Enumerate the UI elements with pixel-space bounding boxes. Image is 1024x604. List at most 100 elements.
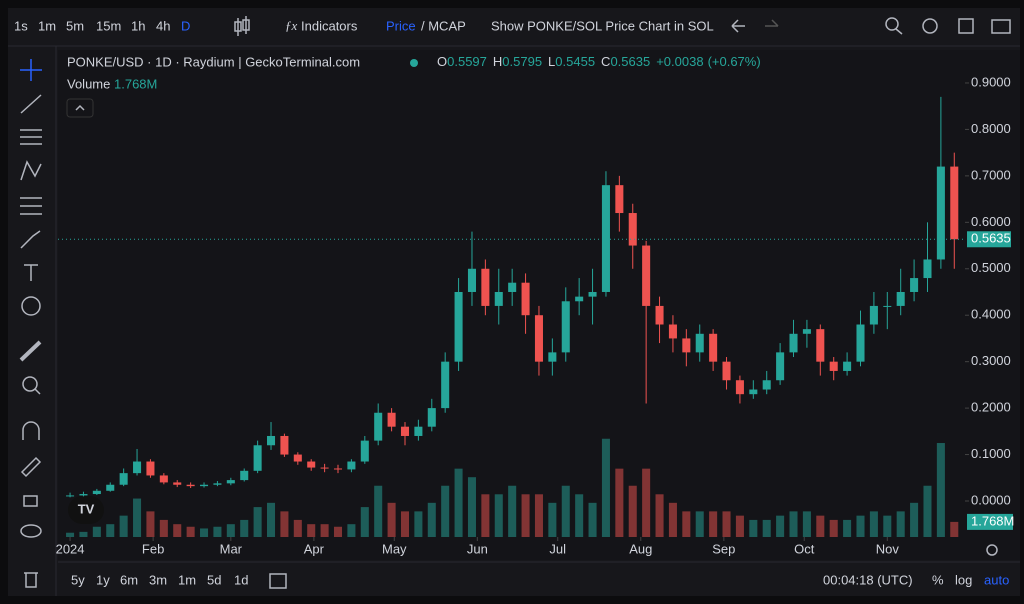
volume-bar — [119, 515, 128, 537]
volume-bar — [575, 494, 584, 537]
interval-button[interactable]: D — [181, 18, 190, 33]
candle-body — [146, 461, 155, 476]
trash-tool[interactable] — [24, 572, 38, 588]
candle-body — [601, 185, 610, 292]
interval-button[interactable]: 1s — [14, 18, 28, 33]
lock-tool[interactable] — [23, 495, 38, 507]
pattern-tool[interactable] — [20, 160, 42, 181]
volume-bar — [709, 511, 718, 537]
candle-body — [186, 484, 195, 487]
screenshot-button[interactable] — [991, 19, 1011, 34]
volume-bar — [816, 515, 825, 537]
x-tick-label: Jul — [549, 541, 566, 556]
range-button[interactable]: 5d — [207, 572, 221, 587]
magnet-tool[interactable] — [22, 421, 40, 440]
volume-bar — [387, 502, 396, 537]
range-button[interactable]: 1m — [178, 572, 196, 587]
candle-body — [66, 495, 75, 497]
logo — [68, 496, 104, 524]
volume-bar — [454, 468, 463, 537]
y-tick-label: 0.0000 — [971, 492, 1011, 507]
volume-badge-label: 1.768M — [971, 513, 1014, 528]
lines-tool[interactable] — [20, 129, 42, 145]
axis-settings-button[interactable] — [986, 544, 998, 556]
chart-type-button[interactable] — [234, 16, 250, 36]
candle-body — [642, 245, 651, 306]
crosshair-tool[interactable] — [20, 59, 42, 81]
range-button[interactable]: 3m — [149, 572, 167, 587]
pair-toggle[interactable]: Show PONKE/SOL Price Chart in SOL — [491, 18, 714, 33]
candle-body — [534, 315, 543, 362]
interval-button[interactable]: 1h — [131, 18, 145, 33]
trendline-tool[interactable] — [20, 94, 42, 114]
x-tick-label: Feb — [142, 541, 164, 556]
legend-change-pct: (+0.67%) — [708, 54, 761, 69]
candle-body — [695, 333, 704, 353]
x-tick-label: Jun — [467, 541, 488, 556]
undo-button[interactable] — [731, 19, 745, 33]
volume-bar — [923, 485, 932, 537]
mcap-toggle[interactable]: / MCAP — [421, 18, 466, 33]
legend-change: +0.0038 — [656, 54, 703, 69]
redo-button[interactable] — [765, 19, 779, 27]
x-tick-label: Mar — [220, 541, 243, 556]
y-tick-label: 0.6000 — [971, 214, 1011, 229]
fullscreen-button[interactable] — [958, 18, 974, 34]
search-button[interactable] — [885, 17, 903, 35]
volume-bar — [910, 502, 919, 537]
candle-body — [320, 467, 329, 469]
volume-bar — [642, 468, 651, 537]
text-tool[interactable] — [24, 264, 38, 281]
candle-body — [360, 440, 369, 462]
candle-body — [561, 301, 570, 353]
ruler-tool[interactable] — [19, 340, 42, 362]
brush-tool[interactable] — [20, 230, 41, 249]
visibility-tool[interactable] — [20, 524, 42, 538]
lock-draw-tool[interactable] — [20, 456, 42, 478]
range-button[interactable]: 5y — [71, 572, 85, 587]
candle-body — [816, 329, 825, 362]
candle-body — [896, 291, 905, 306]
interval-button[interactable]: 15m — [96, 18, 121, 33]
candle-body — [374, 412, 383, 441]
volume-bar — [548, 502, 557, 537]
candle-body — [575, 296, 584, 302]
zoom-tool[interactable] — [22, 376, 41, 395]
range-button[interactable]: 6m — [120, 572, 138, 587]
candle-body — [92, 490, 101, 495]
date-range-button[interactable] — [269, 573, 287, 589]
x-tick-label: Nov — [876, 541, 900, 556]
candle-body — [159, 475, 168, 483]
volume-bar — [628, 485, 637, 537]
candle-body — [200, 484, 209, 487]
volume-bar — [843, 519, 852, 537]
legend-value: 0.5795 — [502, 54, 542, 69]
settings-button[interactable] — [922, 18, 938, 34]
interval-button[interactable]: 1m — [38, 18, 56, 33]
candle-body — [293, 454, 302, 462]
interval-button[interactable]: 4h — [156, 18, 170, 33]
candle-body — [735, 380, 744, 395]
indicators-button[interactable]: Indicators — [301, 18, 358, 33]
volume-bar — [615, 468, 624, 537]
candle-body — [776, 352, 785, 381]
volume-bar — [601, 438, 610, 537]
fib-tool[interactable] — [20, 197, 42, 215]
interval-button[interactable]: 5m — [66, 18, 84, 33]
log-toggle[interactable]: log — [955, 572, 972, 587]
volume-bar — [66, 532, 75, 537]
price-toggle[interactable]: Price — [386, 18, 416, 33]
collapse-button[interactable] — [66, 98, 94, 118]
auto-toggle[interactable]: auto — [984, 572, 1009, 587]
volume-bar — [668, 502, 677, 537]
emoji-tool[interactable] — [21, 296, 41, 316]
volume-bar — [414, 511, 423, 537]
volume-bar — [79, 531, 88, 537]
range-button[interactable]: 1y — [96, 572, 110, 587]
range-button[interactable]: 1d — [234, 572, 248, 587]
candle-body — [266, 435, 276, 446]
volume-bar — [883, 515, 892, 537]
percent-toggle[interactable]: % — [932, 572, 944, 587]
volume-bar — [896, 511, 905, 537]
candle-body — [883, 305, 892, 307]
